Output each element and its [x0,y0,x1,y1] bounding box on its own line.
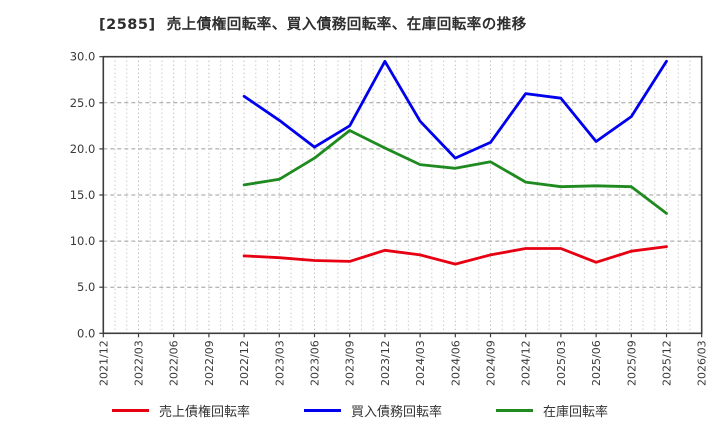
series-line-2 [242,129,668,215]
x-axis-tick-label: 2024/09 [485,340,498,386]
legend: 売上債権回転率 買入債務回転率 在庫回転率 [0,401,720,420]
x-axis-tick-label: 2025/12 [661,340,674,386]
plot-area: 0.0 5.0 10.0 15.0 20.0 25.0 30.0 2021/12 2022/03… [70,50,709,386]
x-axis-tick-label: 2022/06 [168,340,181,386]
x-axis-tick-label: 2025/03 [555,340,568,386]
legend-line-inventory [496,409,533,412]
legend-item-inventory-turnover: 在庫回転率 [496,401,608,420]
y-axis-tick-label: 10.0 [70,234,96,248]
x-axis-tick-label: 2023/09 [344,340,357,386]
legend-label-payables: 買入債務回転率 [350,405,442,420]
chart-title: [2585] 売上債権回転率、買入債務回転率、在庫回転率の推移 [99,17,527,33]
legend-label-inventory: 在庫回転率 [543,405,609,420]
legend-line-receivables [111,409,149,412]
x-axis-tick-label: 2024/06 [449,340,462,386]
x-axis-tick-label: 2023/03 [273,340,286,386]
legend-label-receivables: 売上債権回転率 [158,405,250,420]
y-axis-tick-label: 15.0 [70,188,96,202]
x-axis-tick-label: 2025/09 [625,340,638,386]
x-axis-tick-label: 2021/12 [97,340,110,386]
x-axis-tick-label: 2022/09 [203,340,216,386]
x-axis-tick-label: 2024/03 [414,340,427,386]
legend-line-payables [303,409,341,412]
y-axis-tick-label: 0.0 [77,326,95,340]
x-axis-tick-label: 2025/06 [590,340,603,386]
legend-item-receivables-turnover: 売上債権回転率 [111,401,250,420]
x-axis-tick-label: 2023/06 [309,340,322,386]
y-axis-tick-label: 5.0 [77,280,95,294]
series-line-0 [242,245,668,266]
x-axis-tick-label: 2022/03 [133,340,146,386]
legend-item-payables-turnover: 買入債務回転率 [303,401,442,420]
series-line-1 [242,59,668,160]
y-axis-tick-label: 20.0 [70,142,96,156]
x-axis-tick-label: 2024/12 [520,340,533,386]
x-axis-tick-label: 2026/03 [696,340,709,386]
x-axis-tick-label: 2022/12 [238,340,251,386]
y-axis-tick-label: 30.0 [70,50,96,64]
x-axis-tick-label: 2023/12 [379,340,392,386]
y-axis-tick-label: 25.0 [70,96,96,110]
plot-border [102,55,703,335]
